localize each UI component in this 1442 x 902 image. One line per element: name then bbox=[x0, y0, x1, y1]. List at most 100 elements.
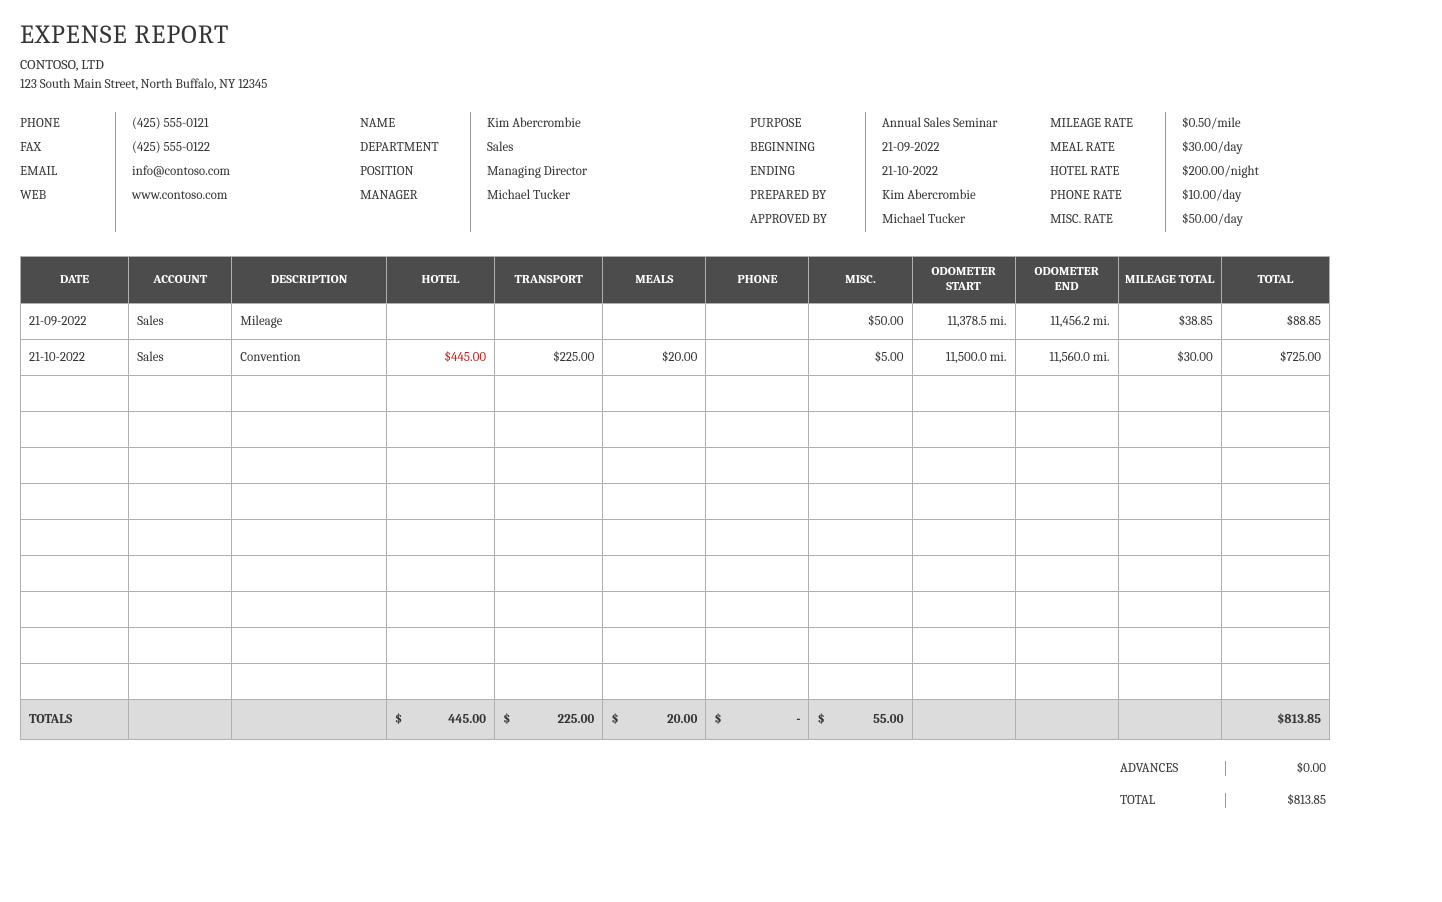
cell-empty bbox=[603, 484, 706, 520]
table-row-empty bbox=[21, 556, 1330, 592]
table-row-empty bbox=[21, 448, 1330, 484]
column-header: DATE bbox=[21, 257, 129, 304]
cell-empty bbox=[1015, 592, 1118, 628]
fax-value: (425) 555-0122 bbox=[132, 136, 320, 160]
cell-empty bbox=[809, 592, 912, 628]
column-header: HOTEL bbox=[386, 257, 494, 304]
cell-empty bbox=[495, 592, 603, 628]
cell-empty bbox=[1221, 664, 1329, 700]
cell-empty bbox=[21, 664, 129, 700]
cell-empty bbox=[706, 376, 809, 412]
beginning-label: BEGINNING bbox=[750, 136, 849, 160]
cell-empty bbox=[603, 592, 706, 628]
company-address: 123 South Main Street, North Buffalo, NY… bbox=[20, 77, 1422, 92]
cell-empty bbox=[809, 628, 912, 664]
cell-empty bbox=[603, 556, 706, 592]
cell-empty bbox=[1118, 412, 1221, 448]
totals-grand: $813.85 bbox=[1221, 700, 1329, 740]
name-value: Kim Abercrombie bbox=[487, 112, 710, 136]
cell-empty bbox=[232, 448, 387, 484]
purpose-label: PURPOSE bbox=[750, 112, 849, 136]
cell-empty bbox=[1015, 412, 1118, 448]
cell-empty bbox=[386, 448, 494, 484]
table-row: 21-09-2022SalesMileage$50.0011,378.5 mi.… bbox=[21, 304, 1330, 340]
mileage-rate-value: $0.50/mile bbox=[1182, 112, 1265, 136]
cell-hotel: $445.00 bbox=[386, 340, 494, 376]
cell-empty bbox=[232, 556, 387, 592]
cell-empty bbox=[809, 556, 912, 592]
advances-value: $0.00 bbox=[1225, 761, 1330, 776]
cell-description: Convention bbox=[232, 340, 387, 376]
cell-transport bbox=[495, 304, 603, 340]
cell-empty bbox=[21, 484, 129, 520]
cell-empty bbox=[1015, 520, 1118, 556]
table-row-empty bbox=[21, 664, 1330, 700]
prepared-by-value: Kim Abercrombie bbox=[882, 184, 1010, 208]
manager-value: Michael Tucker bbox=[487, 184, 710, 208]
grand-total-value: $813.85 bbox=[1225, 793, 1330, 808]
cell-empty bbox=[232, 628, 387, 664]
cell-empty bbox=[1221, 484, 1329, 520]
cell-empty bbox=[912, 448, 1015, 484]
cell-empty bbox=[1221, 412, 1329, 448]
hotel-rate-value: $200.00/night bbox=[1182, 160, 1265, 184]
cell-empty bbox=[912, 376, 1015, 412]
cell-date: 21-10-2022 bbox=[21, 340, 129, 376]
cell-empty bbox=[1118, 484, 1221, 520]
misc-rate-value: $50.00/day bbox=[1182, 208, 1265, 232]
cell-empty bbox=[232, 592, 387, 628]
person-block: NAME DEPARTMENT POSITION MANAGER Kim Abe… bbox=[360, 112, 750, 232]
email-label: EMAIL bbox=[20, 160, 99, 184]
cell-empty bbox=[912, 664, 1015, 700]
beginning-value: 21-09-2022 bbox=[882, 136, 1010, 160]
cell-empty bbox=[603, 376, 706, 412]
cell-empty bbox=[129, 664, 232, 700]
cell-empty bbox=[706, 484, 809, 520]
table-row-empty bbox=[21, 520, 1330, 556]
phone-rate-value: $10.00/day bbox=[1182, 184, 1265, 208]
totals-empty bbox=[129, 700, 232, 740]
phone-rate-label: PHONE RATE bbox=[1050, 184, 1149, 208]
cell-phone bbox=[706, 340, 809, 376]
mileage-rate-label: MILEAGE RATE bbox=[1050, 112, 1149, 136]
totals-empty bbox=[1118, 700, 1221, 740]
table-header-row: DATEACCOUNTDESCRIPTIONHOTELTRANSPORTMEAL… bbox=[21, 257, 1330, 304]
cell-total: $88.85 bbox=[1221, 304, 1329, 340]
cell-empty bbox=[912, 520, 1015, 556]
cell-odo_end: 11,560.0 mi. bbox=[1015, 340, 1118, 376]
cell-empty bbox=[809, 412, 912, 448]
cell-empty bbox=[912, 556, 1015, 592]
cell-mileage_total: $30.00 bbox=[1118, 340, 1221, 376]
position-value: Managing Director bbox=[487, 160, 710, 184]
cell-description: Mileage bbox=[232, 304, 387, 340]
cell-meals bbox=[603, 304, 706, 340]
cell-odo_start: 11,500.0 mi. bbox=[912, 340, 1015, 376]
cell-empty bbox=[1221, 628, 1329, 664]
cell-mileage_total: $38.85 bbox=[1118, 304, 1221, 340]
purpose-value: Annual Sales Seminar bbox=[882, 112, 1010, 136]
cell-empty bbox=[809, 376, 912, 412]
cell-empty bbox=[603, 520, 706, 556]
totals-meals: $20.00 bbox=[603, 700, 706, 740]
cell-transport: $225.00 bbox=[495, 340, 603, 376]
cell-empty bbox=[603, 448, 706, 484]
cell-empty bbox=[495, 448, 603, 484]
position-label: POSITION bbox=[360, 160, 454, 184]
prepared-by-label: PREPARED BY bbox=[750, 184, 849, 208]
rates-block: MILEAGE RATE MEAL RATE HOTEL RATE PHONE … bbox=[1050, 112, 1265, 232]
purpose-block: PURPOSE BEGINNING ENDING PREPARED BY APP… bbox=[750, 112, 1050, 232]
approved-by-label: APPROVED BY bbox=[750, 208, 849, 232]
cell-empty bbox=[21, 628, 129, 664]
cell-date: 21-09-2022 bbox=[21, 304, 129, 340]
table-row: 21-10-2022SalesConvention$445.00$225.00$… bbox=[21, 340, 1330, 376]
cell-empty bbox=[495, 520, 603, 556]
cell-empty bbox=[1015, 664, 1118, 700]
totals-transport: $225.00 bbox=[495, 700, 603, 740]
cell-empty bbox=[706, 520, 809, 556]
cell-empty bbox=[129, 556, 232, 592]
email-value: info@contoso.com bbox=[132, 160, 320, 184]
cell-empty bbox=[1221, 520, 1329, 556]
cell-empty bbox=[386, 376, 494, 412]
cell-empty bbox=[21, 376, 129, 412]
cell-empty bbox=[603, 412, 706, 448]
